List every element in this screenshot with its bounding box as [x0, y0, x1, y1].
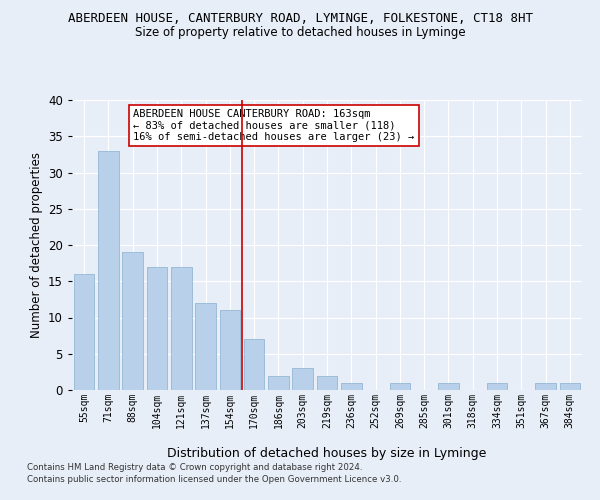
Bar: [560, 383, 580, 390]
Bar: [535, 383, 556, 390]
Bar: [195, 303, 216, 390]
Bar: [268, 376, 289, 390]
Bar: [98, 151, 119, 390]
Y-axis label: Number of detached properties: Number of detached properties: [29, 152, 43, 338]
Text: Distribution of detached houses by size in Lyminge: Distribution of detached houses by size …: [167, 448, 487, 460]
Bar: [438, 383, 459, 390]
Bar: [171, 267, 191, 390]
Bar: [146, 267, 167, 390]
Text: Contains public sector information licensed under the Open Government Licence v3: Contains public sector information licen…: [27, 475, 401, 484]
Bar: [74, 274, 94, 390]
Bar: [244, 339, 265, 390]
Text: ABERDEEN HOUSE, CANTERBURY ROAD, LYMINGE, FOLKESTONE, CT18 8HT: ABERDEEN HOUSE, CANTERBURY ROAD, LYMINGE…: [67, 12, 533, 26]
Text: ABERDEEN HOUSE CANTERBURY ROAD: 163sqm
← 83% of detached houses are smaller (118: ABERDEEN HOUSE CANTERBURY ROAD: 163sqm ←…: [133, 108, 415, 142]
Bar: [317, 376, 337, 390]
Bar: [389, 383, 410, 390]
Bar: [487, 383, 508, 390]
Bar: [122, 252, 143, 390]
Bar: [341, 383, 362, 390]
Bar: [220, 310, 240, 390]
Text: Contains HM Land Registry data © Crown copyright and database right 2024.: Contains HM Land Registry data © Crown c…: [27, 464, 362, 472]
Text: Size of property relative to detached houses in Lyminge: Size of property relative to detached ho…: [134, 26, 466, 39]
Bar: [292, 368, 313, 390]
